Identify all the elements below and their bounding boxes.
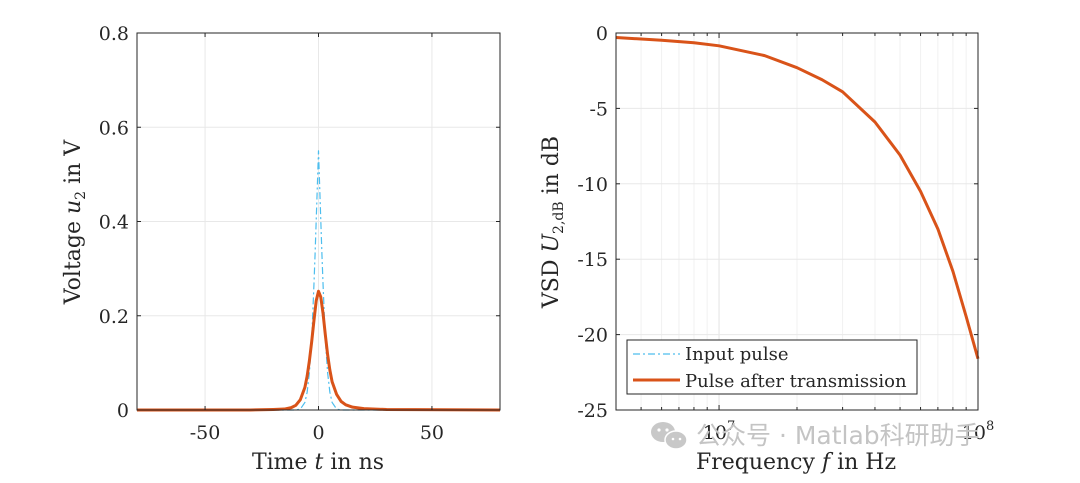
left-x-tick-label: -50	[190, 422, 221, 444]
left-y-tick-label: 0.8	[99, 23, 129, 45]
right-y-tick-label: -10	[577, 174, 608, 196]
left-x-tick-label: 0	[312, 422, 324, 444]
wechat-icon	[651, 422, 688, 450]
left-x-tick-label: 50	[420, 422, 444, 444]
legend: Input pulse Pulse after transmission	[626, 339, 918, 395]
right-y-tick-label: 0	[596, 23, 608, 45]
watermark-text: 公众号 · Matlab科研助手	[696, 421, 980, 450]
right-x-tick-label: 107	[703, 419, 735, 444]
watermark: 公众号 · Matlab科研助手	[651, 421, 980, 450]
left-plot: -50 0 50 0 0.2 0.4 0.6 0.8 Time t in ns Voltage…	[61, 23, 501, 475]
legend-label-input-pulse: Input pulse	[685, 344, 789, 365]
left-series-pulse-after-transmission	[137, 289, 501, 412]
right-plot: 107 108-25-20-15-10-50 Frequency f in Hz …	[539, 23, 994, 475]
right-series	[615, 36, 980, 360]
left-y-tick-label: 0.2	[99, 306, 129, 328]
left-ticks: -50 0 50 0 0.2 0.4 0.6 0.8	[99, 23, 500, 444]
right-x-tick-label: 108	[962, 419, 994, 444]
right-y-tick-label: -15	[577, 249, 608, 271]
right-y-tick-label: -20	[577, 325, 608, 347]
right-series-pulse-after-transmission	[615, 36, 980, 360]
left-series-input-pulse	[137, 150, 500, 411]
left-y-tick-label: 0.6	[99, 117, 129, 139]
right-y-tick-label: -25	[577, 400, 608, 422]
legend-box	[626, 339, 918, 395]
left-y-axis-label: Voltage u2 in V	[61, 139, 89, 305]
legend-label-pulse-after-transmission: Pulse after transmission	[685, 371, 907, 392]
right-ticks: 107 108 -25 -20 -15 -10 -5 0	[577, 23, 994, 444]
left-x-axis-label: Time t in ns	[252, 450, 384, 475]
right-y-tick-label: -5	[589, 98, 608, 120]
right-x-axis-label: Frequency f in Hz	[696, 450, 896, 475]
left-y-tick-label: 0.4	[99, 212, 129, 234]
left-series	[137, 150, 501, 412]
right-y-axis-label: VSD U2,dB in dB	[539, 136, 567, 309]
left-y-tick-label: 0	[117, 400, 129, 422]
